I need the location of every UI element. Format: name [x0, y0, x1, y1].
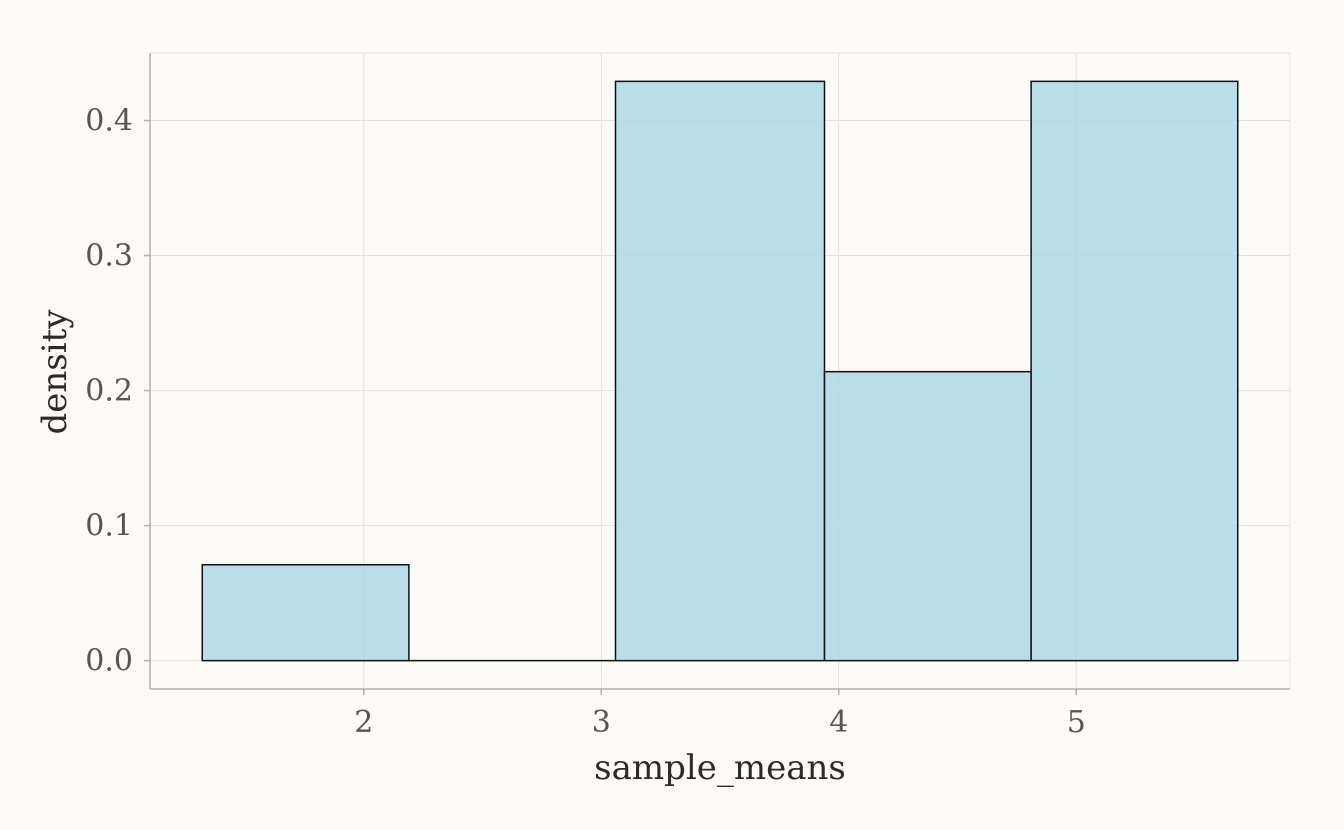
histogram-bar: [614, 80, 826, 662]
y-tick-label: 0.4: [85, 104, 133, 139]
y-tick-label: 0.1: [85, 509, 133, 544]
histogram-bar: [201, 564, 410, 662]
x-tick-label: 5: [1067, 705, 1086, 740]
y-tick-label: 0.0: [85, 644, 133, 679]
y-tick-label: 0.2: [85, 374, 133, 409]
x-tick-label: 3: [592, 705, 611, 740]
histogram-bar: [823, 370, 1032, 662]
y-axis-title: density: [35, 309, 75, 435]
axes: [144, 53, 1290, 695]
x-axis-title: sample_means: [594, 748, 846, 788]
histogram-bar: [1030, 80, 1239, 662]
x-tick-label: 4: [829, 705, 848, 740]
x-tick-label: 2: [354, 705, 373, 740]
tick-labels: 2 3 4 5 0.0 0.1 0.2 0.3 0.4: [85, 104, 1086, 740]
histogram-bars: [201, 80, 1239, 662]
y-tick-label: 0.3: [85, 239, 133, 274]
